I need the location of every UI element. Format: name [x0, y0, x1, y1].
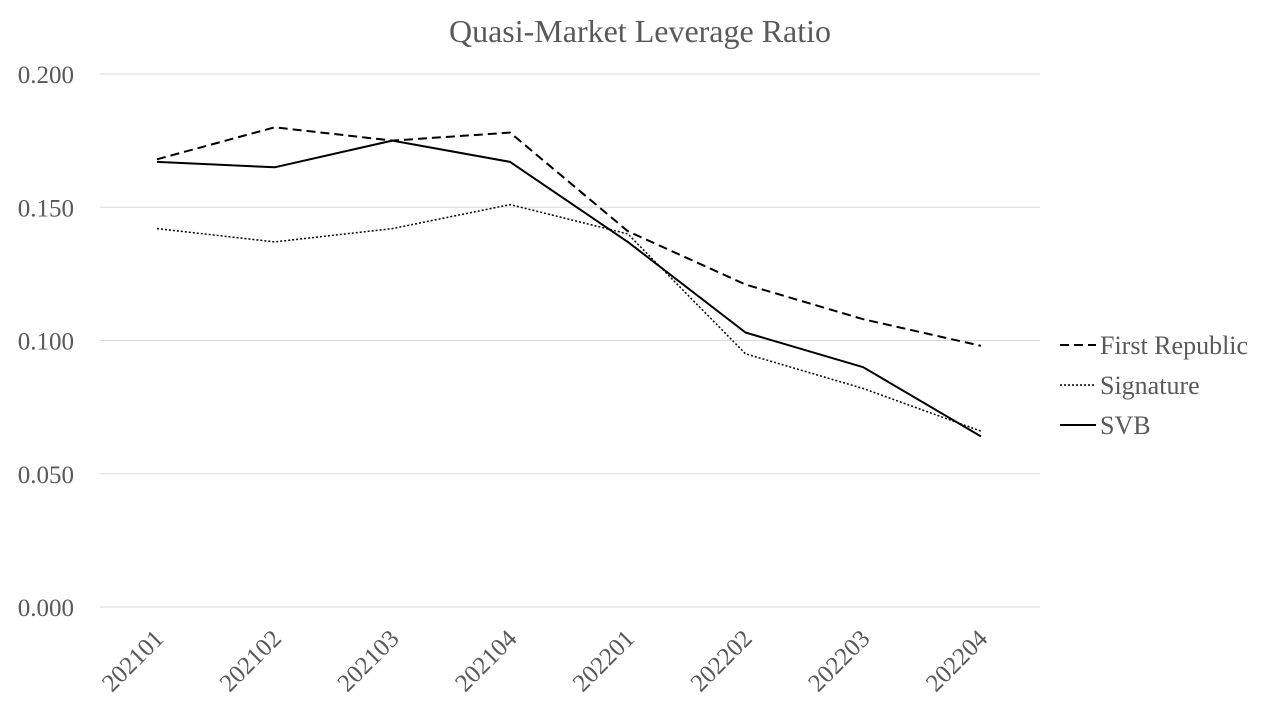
y-tick-label: 0.050 — [18, 462, 74, 489]
legend: First Republic Signature SVB — [1060, 331, 1248, 440]
y-tick-label: 0.150 — [18, 195, 74, 222]
x-tick-label: 202203 — [803, 625, 875, 697]
x-tick-label: 202104 — [450, 625, 522, 697]
legend-label: Signature — [1100, 371, 1200, 400]
x-axis-tick-labels: 202101 202102 202103 202104 202201 202202 2022… — [97, 625, 993, 697]
series-line-signature — [156, 203, 982, 432]
legend-item-svb: SVB — [1060, 411, 1151, 440]
grid-lines — [100, 73, 1040, 608]
legend-label: First Republic — [1100, 331, 1248, 360]
x-tick-label: 202103 — [333, 625, 405, 697]
series-lines — [156, 126, 982, 438]
legend-item-first-republic: First Republic — [1060, 331, 1248, 360]
y-axis-tick-labels: 0.000 0.050 0.100 0.150 0.200 — [18, 62, 74, 622]
x-tick-label: 202201 — [568, 625, 640, 697]
y-tick-label: 0.200 — [18, 62, 74, 89]
y-tick-label: 0.100 — [18, 329, 74, 356]
x-tick-label: 202204 — [921, 625, 993, 697]
chart-title: Quasi-Market Leverage Ratio — [449, 13, 831, 49]
legend-item-signature: Signature — [1060, 371, 1200, 400]
x-tick-label: 202202 — [686, 625, 758, 697]
x-tick-label: 202101 — [97, 625, 169, 697]
legend-label: SVB — [1100, 411, 1151, 440]
series-line-first-republic — [156, 126, 982, 347]
x-tick-label: 202102 — [215, 625, 287, 697]
series-line-svb — [156, 139, 982, 438]
y-tick-label: 0.000 — [18, 595, 74, 622]
